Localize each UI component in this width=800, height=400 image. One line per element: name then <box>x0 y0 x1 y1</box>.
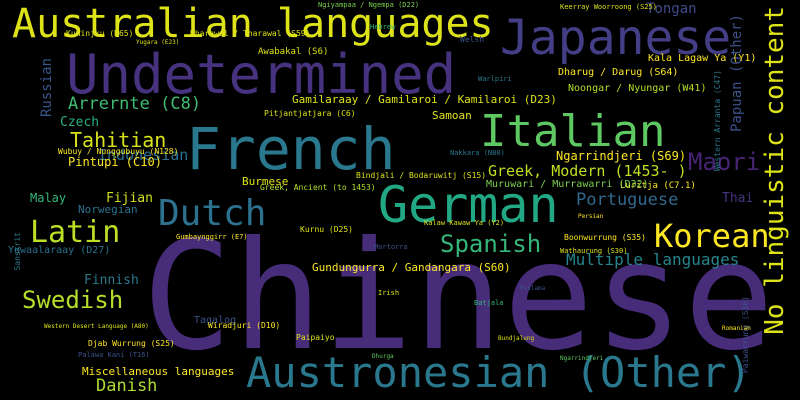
word-wiradjuri: Wiradjuri (D10) <box>208 321 281 330</box>
word-warlpiri: Warlpiri <box>478 75 512 83</box>
word-palawa-kani: Palawa Kani (T16) <box>78 351 150 359</box>
word-noongar: Noongar / Nyungar (W41) <box>568 83 707 94</box>
word-keerray: Keerray Woorroong (S25) <box>560 3 657 11</box>
word-sanskrit: Sanskrit <box>13 232 22 271</box>
word-boonwurrung: Boonwurrung (S35) <box>564 233 646 242</box>
word-latin: Latin <box>30 215 121 250</box>
word-gumbaynggirr: Gumbaynggirr (E7) <box>176 233 248 241</box>
word-tagalog: Tagalog <box>194 315 237 326</box>
word-ngiyampaa: Ngiyampaa / Ngempa (D22) <box>318 1 420 9</box>
word-japanese: Japanese <box>500 10 732 66</box>
word-paiwarrung: Paiwarrung (S36) <box>741 296 750 374</box>
word-yugara: Yugara (E23) <box>136 39 180 46</box>
word-mortorra: Mortorra <box>374 243 408 251</box>
word-spanish: Spanish <box>440 230 542 258</box>
word-swedish: Swedish <box>22 286 124 314</box>
word-arrernte: Arrernte (C8) <box>68 94 202 114</box>
word-bindjali: Bindjali / Bodaruwitj (S15) <box>356 171 487 180</box>
word-luritja: Luritja (C7.1) <box>620 181 696 191</box>
word-multiple-languages: Multiple languages <box>566 250 740 269</box>
word-thai: Thai <box>722 191 754 206</box>
word-greek-ancient: Greek, Ancient (to 1453) <box>260 183 376 192</box>
word-gamilaraay: Gamilaraay / Gamilaroi / Kamilaroi (D23) <box>292 93 557 106</box>
word-batjala: Batjala <box>474 299 504 307</box>
word-dutch: Dutch <box>158 193 267 234</box>
word-austronesian-other: Austronesian (Other) <box>246 348 752 397</box>
word-indonesian: Indonesian <box>98 146 189 164</box>
word-greek-modern: Greek, Modern (1453- ) <box>488 162 687 180</box>
word-czech: Czech <box>60 115 100 130</box>
word-kala-lagaw-ya: Kala Lagaw Ya (Y1) <box>648 53 757 64</box>
word-dharug: Dharug / Darug (S64) <box>558 67 679 78</box>
word-russian: Russian <box>39 58 55 118</box>
word-korean: Korean <box>654 217 770 255</box>
word-bislama: Bislama <box>520 285 546 292</box>
word-yuwaalaraay: Yuwaalaraay (D27) <box>8 245 111 256</box>
word-undetermined: Undetermined <box>66 43 457 106</box>
word-portuguese: Portuguese <box>576 190 679 210</box>
word-gundungurra: Gundungurra / Gandangara (S60) <box>312 261 511 274</box>
word-djab-wurrung: Djab Wurrung (S25) <box>88 339 175 348</box>
word-awabakal: Awabakal (S6) <box>258 47 329 57</box>
word-malay: Malay <box>30 191 67 205</box>
word-no-linguistic-content: No linguistic content <box>760 6 790 335</box>
word-italian: Italian <box>480 106 666 157</box>
word-wathaurung: Wathaurung (S30) <box>560 247 628 255</box>
word-bundjalung: Bundjalung <box>498 335 535 342</box>
word-australian-languages: Australian languages <box>12 1 494 47</box>
word-papuan-other: Papuan (Other) <box>729 14 745 133</box>
word-burmese: Burmese <box>242 175 289 188</box>
word-fijian: Fijian <box>106 191 153 206</box>
word-norwegian: Norwegian <box>78 203 138 216</box>
word-persian: Persian <box>578 213 604 220</box>
word-western-arranta: Western Arranta (C47) <box>713 70 722 172</box>
word-kurnu: Kurnu (D25) <box>300 225 353 234</box>
word-ngarrindjeri: Ngarrindjeri <box>560 355 604 362</box>
word-pintupi: Pintupi (C10) <box>68 155 162 169</box>
word-german: German <box>378 176 559 234</box>
word-chinese: Chinese <box>142 210 775 384</box>
word-muruwari: Muruwari / Murrawarri (D32) <box>486 179 649 190</box>
word-hebrew: Hebrew <box>370 23 396 31</box>
word-pitjantjatjara: Pitjantjatjara (C6) <box>264 109 356 118</box>
word-maori: Maori <box>688 148 761 176</box>
word-kuninjku: Kuninjku (N65) <box>66 29 134 38</box>
word-dharawal: Dharawal / Tharawal (S59) <box>190 29 311 38</box>
word-irish: Irish <box>378 289 400 297</box>
word-dhurga: Dhurga <box>372 353 394 360</box>
word-ngarrindjeri-s69: Ngarrindjeri (S69) <box>556 149 687 163</box>
word-miscellaneous-languages: Miscellaneous languages <box>82 365 235 378</box>
word-wubuy: Wubuy / Nunggubuyu (N128) <box>58 147 179 156</box>
word-nakkara: Nakkara (N80) <box>450 149 505 157</box>
word-samoan: Samoan <box>432 109 472 122</box>
word-kalaw-kawaw-ya: Kalaw Kawaw Ya (Y2) <box>424 219 505 227</box>
word-tahitian: Tahitian <box>70 128 167 152</box>
word-finnish: Finnish <box>84 273 139 288</box>
word-paipaiyo: Paipaiyo <box>296 333 335 342</box>
word-welsh: Welsh <box>460 35 485 44</box>
word-tongan: Tongan <box>646 1 697 17</box>
word-western-desert: Western Desert Language (A80) <box>44 323 149 330</box>
word-french: French <box>186 115 396 183</box>
word-romanian: Romanian <box>722 325 751 332</box>
word-danish: Danish <box>96 376 158 396</box>
